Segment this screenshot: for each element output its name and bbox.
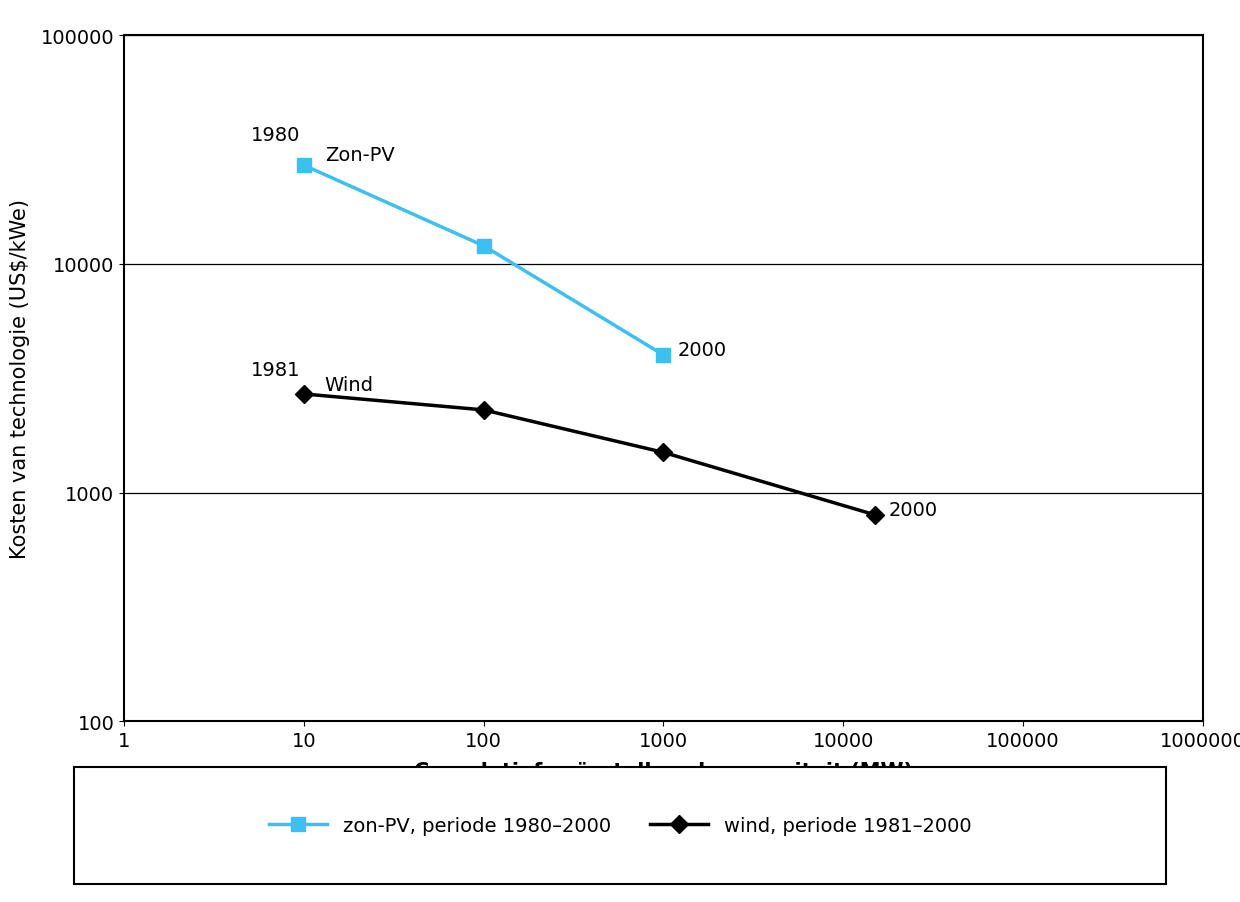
Text: 2000: 2000 <box>677 341 727 360</box>
Y-axis label: Kosten van technologie (US$/kWe): Kosten van technologie (US$/kWe) <box>10 199 30 558</box>
Legend: zon-PV, periode 1980–2000, wind, periode 1981–2000: zon-PV, periode 1980–2000, wind, periode… <box>260 808 980 842</box>
Text: 1980: 1980 <box>250 126 300 145</box>
X-axis label: Cumulatief geïnstalleerde capaciteit (MW): Cumulatief geïnstalleerde capaciteit (MW… <box>414 761 913 781</box>
Text: 1981: 1981 <box>250 360 300 379</box>
Text: Wind: Wind <box>325 375 373 394</box>
Text: Zon-PV: Zon-PV <box>325 145 394 164</box>
Text: 2000: 2000 <box>889 501 937 520</box>
